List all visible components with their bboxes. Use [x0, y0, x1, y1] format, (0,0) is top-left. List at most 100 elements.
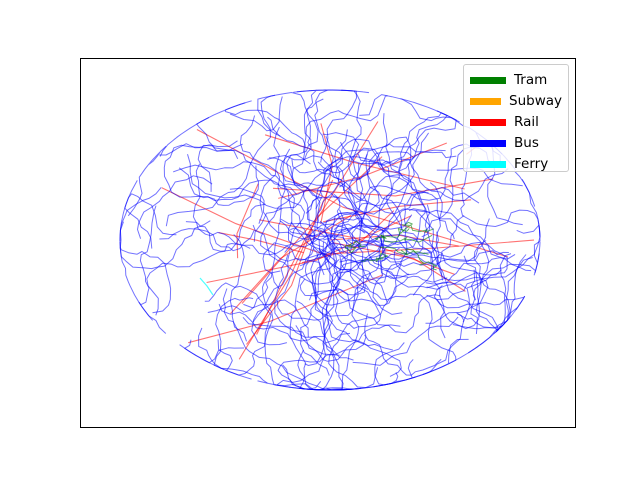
legend-item-tram: Tram — [470, 70, 562, 91]
bus-route — [327, 316, 402, 377]
bus-route — [218, 238, 333, 342]
legend-swatch-rail — [470, 119, 506, 126]
bus-route — [297, 349, 352, 391]
bus-route — [289, 259, 340, 390]
bus-route — [303, 98, 324, 160]
rail-route — [322, 199, 472, 223]
tram-route — [400, 249, 438, 271]
legend-swatch-tram — [470, 77, 506, 84]
bus-route — [251, 254, 289, 346]
bus-route — [339, 241, 516, 285]
bus-route — [159, 143, 322, 248]
bus-route — [347, 238, 489, 335]
bus-route — [352, 316, 459, 366]
legend-label-ferry: Ferry — [514, 155, 549, 172]
legend-label-subway: Subway — [509, 92, 562, 109]
legend-label-bus: Bus — [514, 134, 539, 151]
bus-route — [316, 129, 395, 280]
bus-route — [198, 327, 268, 384]
bus-route — [332, 240, 382, 329]
tram-route — [379, 234, 433, 243]
bus-route — [364, 334, 442, 376]
bus-route — [306, 156, 399, 228]
bus-route — [146, 235, 327, 316]
plot-frame — [80, 58, 576, 428]
bus-route — [196, 117, 239, 160]
bus-route — [314, 89, 370, 200]
bus-route — [281, 181, 403, 315]
bus-route — [380, 98, 457, 167]
bus-route — [258, 126, 280, 224]
bus-route — [159, 102, 246, 157]
bus-route — [319, 243, 409, 278]
tram-route — [360, 252, 389, 262]
bus-route — [305, 196, 413, 230]
bus-route — [425, 269, 476, 324]
legend-item-bus: Bus — [470, 133, 562, 154]
bus-route — [429, 182, 443, 281]
bus-route — [348, 153, 386, 234]
bus-route — [165, 94, 276, 227]
rail-route — [206, 215, 411, 284]
rail-route — [272, 178, 494, 197]
bus-route — [331, 220, 448, 306]
bus-route — [252, 250, 291, 323]
bus-route — [415, 210, 500, 333]
bus-route — [192, 163, 251, 249]
bus-route — [339, 209, 446, 339]
legend-swatch-ferry — [470, 161, 506, 168]
bus-route — [318, 234, 433, 296]
bus-route — [119, 186, 162, 321]
bus-route — [127, 145, 167, 217]
rail-route — [196, 129, 508, 258]
bus-route — [323, 163, 368, 241]
tram-route — [374, 228, 410, 241]
bus-route — [274, 252, 340, 356]
bus-route — [340, 141, 509, 202]
rail-route — [161, 187, 328, 257]
bus-route — [303, 95, 388, 153]
bus-route — [329, 202, 490, 284]
rail-route — [301, 210, 395, 264]
bus-route — [262, 242, 315, 290]
bus-route — [460, 144, 541, 237]
bus-route — [229, 234, 247, 342]
bus-route — [184, 270, 281, 376]
rail-route — [320, 123, 333, 225]
bus-route — [279, 154, 321, 222]
bus-route — [393, 215, 465, 276]
legend-item-rail: Rail — [470, 112, 562, 133]
bus-route — [350, 191, 429, 291]
legend-swatch-subway — [470, 98, 501, 105]
bus-route — [243, 299, 309, 338]
bus-route — [290, 221, 348, 259]
bus-route — [267, 155, 424, 207]
legend-swatch-bus — [470, 140, 506, 147]
bus-route — [408, 208, 508, 289]
bus-route — [320, 89, 357, 163]
bus-route — [300, 249, 330, 376]
bus-route — [325, 262, 403, 344]
tram-route — [400, 221, 435, 234]
legend-label-tram: Tram — [514, 71, 548, 88]
legend-label-rail: Rail — [514, 113, 539, 130]
bus-route — [253, 165, 346, 242]
bus-route — [159, 228, 255, 252]
bus-route — [207, 220, 282, 313]
rail-route — [236, 183, 259, 259]
bus-route — [185, 203, 266, 252]
bus-route — [346, 113, 426, 249]
bus-route — [178, 165, 259, 206]
bus-route — [314, 244, 393, 351]
ferry-route — [199, 277, 214, 296]
legend-item-ferry: Ferry — [470, 154, 562, 175]
bus-route — [366, 132, 430, 270]
legend-item-subway: Subway — [470, 91, 562, 112]
tram-route — [344, 240, 366, 254]
bus-route — [229, 187, 332, 251]
bus-route — [280, 218, 388, 303]
bus-route — [299, 227, 347, 297]
bus-route — [317, 147, 385, 174]
bus-route — [295, 324, 401, 362]
bus-route — [242, 316, 354, 361]
